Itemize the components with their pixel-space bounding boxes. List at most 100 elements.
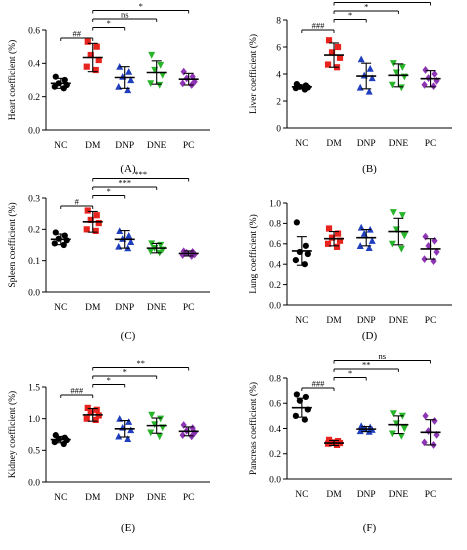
significance-label: * [348, 10, 352, 20]
data-point-dnp [356, 242, 364, 249]
significance-bracket: ** [333, 360, 399, 372]
data-point-dne [156, 433, 164, 441]
significance-bracket: * [333, 368, 367, 381]
data-point-dne [389, 410, 397, 418]
data-point-dnp [357, 55, 365, 63]
data-point-dne [148, 411, 156, 419]
data-point-dm [334, 43, 342, 51]
series-nc [50, 229, 71, 249]
significance-bracket: *** [92, 178, 158, 190]
data-point-dne [388, 430, 396, 438]
data-point-dnp [124, 86, 132, 94]
data-point-dnp [365, 87, 373, 95]
y-axis-label: Kidney coefficient (%) [7, 391, 18, 478]
x-tick-label: PC [425, 490, 437, 500]
x-tick-label: DNP [115, 303, 134, 313]
y-tick-label: 0.8 [269, 374, 281, 384]
series-pc [178, 421, 199, 441]
y-tick-label: 0.3 [28, 194, 40, 204]
data-point-dm [87, 409, 94, 416]
data-point-nc [51, 240, 58, 247]
significance-label: ### [312, 379, 326, 389]
data-point-dm [84, 38, 91, 45]
series-dne [146, 51, 167, 89]
y-tick-label: 1.0 [269, 199, 281, 209]
data-point-dnp [124, 435, 132, 443]
panel-label: (C) [121, 330, 136, 342]
data-point-nc [302, 242, 309, 249]
data-point-nc [301, 416, 308, 423]
series-dnp [356, 55, 377, 95]
data-point-pc [422, 66, 429, 74]
x-tick-label: DNE [147, 493, 167, 503]
series-dnp [114, 227, 135, 252]
data-point-dnp [356, 427, 364, 435]
data-point-dnp [127, 238, 135, 245]
significance-bracket: ns [333, 351, 431, 364]
series-nc [291, 219, 312, 268]
x-tick-label: DNE [389, 316, 409, 326]
significance-bracket: * [92, 375, 126, 388]
data-point-dm [83, 226, 90, 233]
significance-label: # [75, 197, 80, 207]
x-tick-label: PC [425, 316, 437, 326]
data-point-dm [95, 219, 102, 227]
series-dnp [114, 62, 135, 94]
data-point-dnp [115, 432, 123, 440]
data-point-dm [334, 230, 342, 237]
y-tick-label: 0.2 [28, 93, 40, 103]
data-point-pc [422, 232, 429, 241]
significance-bracket: ns [92, 10, 158, 22]
x-tick-label: DM [85, 303, 101, 313]
data-point-nc [302, 393, 309, 401]
significance-bracket: ** [92, 358, 190, 371]
series-pc [178, 247, 199, 260]
series-nc [50, 432, 71, 448]
data-point-pc [421, 80, 428, 89]
data-point-dne [400, 425, 408, 433]
data-point-dm [92, 416, 99, 424]
data-point-dnp [368, 74, 376, 82]
data-point-dnp [357, 223, 365, 231]
x-tick-label: NC [54, 141, 67, 151]
significance-label: ns [379, 351, 387, 361]
data-point-dnp [365, 244, 373, 251]
y-tick-label: 1.0 [28, 415, 40, 425]
data-point-dnp [356, 83, 364, 91]
data-point-dne [147, 429, 155, 437]
significance-label: * [107, 375, 111, 385]
y-tick-label: 0.0 [28, 126, 40, 136]
series-pc [420, 232, 441, 266]
data-point-pc [430, 82, 437, 91]
x-tick-label: DNE [147, 303, 167, 313]
data-point-dm [92, 66, 99, 74]
y-tick-label: 4 [276, 70, 281, 80]
data-point-dne [389, 209, 397, 216]
y-tick-label: 0.4 [28, 60, 40, 70]
y-tick-label: 0.6 [28, 26, 40, 36]
data-point-dm [336, 237, 344, 244]
data-point-nc [304, 250, 311, 258]
data-point-dne [156, 81, 164, 89]
data-point-dnp [125, 67, 133, 75]
x-tick-label: DM [85, 141, 101, 151]
data-point-dne [398, 64, 406, 71]
data-point-pc [430, 257, 437, 266]
significance-label: ### [70, 386, 84, 396]
data-point-pc [421, 255, 428, 263]
series-dm [82, 38, 103, 74]
data-point-dm [328, 49, 336, 56]
x-tick-label: NC [54, 303, 67, 313]
significance-bracket: ### [301, 21, 335, 33]
series-dm [324, 37, 345, 71]
significance-label: ** [136, 358, 145, 368]
series-dnp [356, 223, 377, 251]
y-tick-label: 0.1 [28, 257, 40, 267]
chart-panel-e: 0.0 0.5 1.0 1.5 Kidney coefficient (%) NC DM DN… [7, 358, 210, 534]
data-point-nc [292, 85, 299, 92]
data-point-nc [292, 412, 299, 419]
x-tick-label: NC [295, 490, 308, 500]
chart-panel-c: 0.0 0.1 0.2 0.3 Spleen coefficient (%) NC DM DN… [7, 169, 210, 342]
series-nc [50, 73, 71, 92]
x-tick-label: DM [326, 490, 342, 500]
